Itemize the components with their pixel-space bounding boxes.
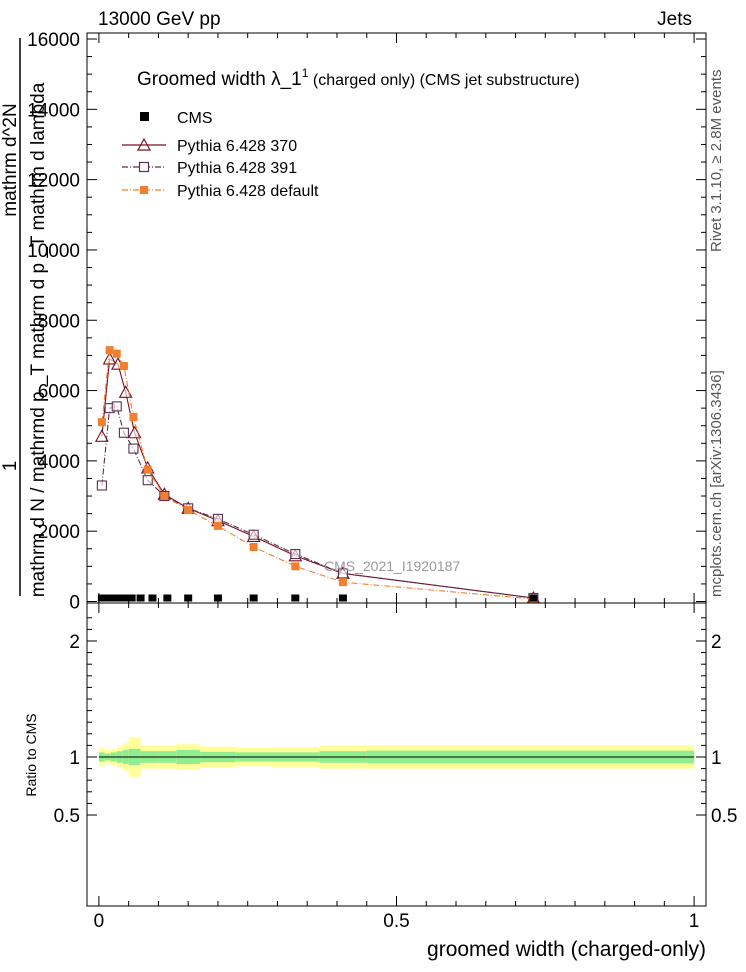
series-line-p370 <box>101 357 534 599</box>
cms-point-8 <box>163 594 172 602</box>
main-series-group <box>94 346 541 604</box>
series-point-pdefault-2 <box>112 349 121 358</box>
legend-label-p370: Pythia 6.428 370 <box>177 138 297 155</box>
main-y-axis-label: 1 mathrm d N / mathrmd p _T mathrm d p _… <box>0 38 49 597</box>
main-y-tick-label-7: 14000 <box>27 100 80 121</box>
legend-label-p391: Pythia 6.428 391 <box>177 160 297 177</box>
series-point-p391-3 <box>118 427 129 438</box>
ratio-y-tick-label-right-1: 1 <box>711 748 722 769</box>
series-line-pdefault <box>101 349 534 600</box>
y-label-line-3: mathrm d^2N <box>0 103 21 216</box>
series-point-pdefault-9 <box>249 543 258 552</box>
cms-point-2 <box>109 594 118 602</box>
cms-point-1 <box>103 594 112 602</box>
analysis-watermark: CMS_2021_I1920187 <box>324 558 460 574</box>
cms-point-0 <box>97 594 106 602</box>
x-tick-label-0: 0 <box>94 911 105 932</box>
ratio-y-tick-label-left-1: 1 <box>69 748 80 769</box>
series-point-p391-0 <box>96 480 107 491</box>
x-tick-label-2: 1 <box>689 911 700 932</box>
legend-title-tail: (charged only) (CMS jet substructure) <box>308 72 579 89</box>
y-label-line-2: mathrm d N / mathrmd p _T mathrm d p _T … <box>28 82 49 597</box>
x-tick-label-1: 0.5 <box>383 911 409 932</box>
series-point-p391-9 <box>248 529 259 540</box>
legend-title: Groomed width λ_11 (charged only) (CMS j… <box>137 66 580 90</box>
cms-point-12 <box>291 594 300 602</box>
header-jets-label: Jets <box>657 9 692 30</box>
main-y-tick-label-4: 8000 <box>38 311 80 332</box>
legend-title-sup: 1 <box>302 66 309 80</box>
cms-point-3 <box>115 594 124 602</box>
series-point-pdefault-6 <box>160 492 169 501</box>
axis-tick-labels: 0 0.5 1 0 2000 4000 6000 8000 10000 12000 14000 160… <box>27 30 737 932</box>
series-point-p391-2 <box>111 401 122 412</box>
series-point-p370-1 <box>102 351 117 365</box>
rivet-version-label: Rivet 3.1.10, ≥ 2.8M events <box>708 69 725 253</box>
legend-label-cms: CMS <box>177 110 213 127</box>
series-line-p391 <box>101 405 534 599</box>
ratio-y-tick-label-right-0: 0.5 <box>711 806 737 827</box>
series-point-pdefault-5 <box>143 465 152 474</box>
main-y-tick-label-5: 10000 <box>27 241 80 262</box>
legend-marker-pdefault <box>140 186 148 194</box>
cms-data-points <box>97 594 538 602</box>
axis-ticks <box>87 33 706 906</box>
series-point-pdefault-4 <box>129 412 138 421</box>
series-point-p370-0 <box>94 429 109 442</box>
series-point-p391-10 <box>290 548 301 560</box>
cms-point-4 <box>121 594 130 602</box>
main-y-tick-label-8: 16000 <box>27 30 80 51</box>
legend-marker-cms <box>140 112 149 121</box>
cms-point-5 <box>127 594 136 602</box>
main-y-tick-label-2: 4000 <box>38 452 80 473</box>
series-point-pdefault-3 <box>119 361 128 370</box>
series-point-p391-4 <box>128 443 139 454</box>
main-y-tick-label-1: 2000 <box>38 522 80 543</box>
mcplots-label: mcplots.cern.ch [arXiv:1306.3436] <box>708 370 725 597</box>
legend-marker-p391 <box>138 161 150 173</box>
cms-point-6 <box>136 594 145 602</box>
series-point-pdefault-0 <box>97 418 106 427</box>
ratio-y-tick-label-left-2: 2 <box>69 632 80 653</box>
series-point-pdefault-8 <box>213 521 222 530</box>
legend-title-main: Groomed width λ_1 <box>137 69 302 90</box>
x-axis-label: groomed width (charged-only) <box>427 938 706 961</box>
series-point-p391-5 <box>142 475 153 486</box>
main-y-tick-label-0: 0 <box>69 593 80 614</box>
cms-point-11 <box>249 594 258 602</box>
cms-point-7 <box>148 594 157 602</box>
ratio-y-tick-label-left-0: 0.5 <box>54 806 80 827</box>
y-label-line-1: 1 <box>0 461 21 472</box>
series-point-pdefault-11 <box>338 578 347 587</box>
series-point-pdefault-7 <box>184 506 193 515</box>
series-point-pdefault-10 <box>291 562 300 571</box>
main-y-tick-label-6: 12000 <box>27 171 80 192</box>
series-point-pdefault-1 <box>105 346 114 355</box>
main-y-tick-label-3: 6000 <box>38 382 80 403</box>
ratio-y-axis-label: Ratio to CMS <box>23 713 39 796</box>
cms-point-14 <box>529 594 538 602</box>
legend-label-pdefault: Pythia 6.428 default <box>177 183 319 200</box>
series-point-p391-11 <box>337 568 348 579</box>
cms-point-13 <box>338 594 347 602</box>
legend: Groomed width λ_11 (charged only) (CMS j… <box>122 66 580 200</box>
header-process-label: 13000 GeV pp <box>98 9 221 30</box>
legend-marker-p370 <box>136 137 152 151</box>
ratio-y-tick-label-right-2: 2 <box>711 632 722 653</box>
